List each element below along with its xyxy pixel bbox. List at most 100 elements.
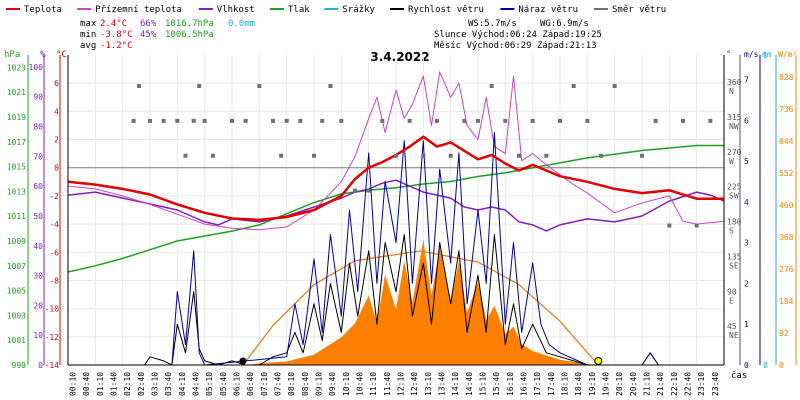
unit-deg: °: [726, 50, 731, 60]
tick-temp-9: 4: [54, 107, 59, 116]
stats-block: max 2.4°C 66% 1016.7hPa 0.0mm min -3.8°C…: [80, 19, 602, 51]
tick-pressure-4: 1007: [7, 262, 26, 271]
tick-solar-5: 460: [779, 201, 794, 210]
x-tick-label-38: 19:10: [588, 372, 597, 396]
tick-dir-7: 360: [727, 78, 742, 87]
x-tick-label-27: 13:40: [438, 372, 447, 396]
tick-solar-2: 184: [779, 297, 794, 306]
wind-dir-point-46: [708, 118, 713, 123]
series-line-7: [67, 135, 724, 222]
x-tick-label-30: 15:10: [479, 372, 488, 396]
x-tick-label-47: 23:40: [711, 372, 720, 396]
tick-wind-2: 2: [744, 279, 749, 288]
wind-dir-point-8: [202, 118, 207, 123]
x-tick-label-35: 17:40: [547, 372, 556, 396]
tick-humidity-2: 20: [33, 301, 43, 310]
x-tick-label-23: 11:40: [383, 372, 392, 396]
unit-time: čas: [731, 370, 747, 381]
x-tick-label-11: 05:40: [219, 372, 228, 396]
x-tick-label-14: 07:10: [260, 372, 269, 396]
x-tick-label-5: 02:40: [137, 372, 146, 396]
sunset-marker: [594, 357, 603, 365]
tick-dir-label-6: NW: [729, 122, 739, 131]
unit-pct: %: [40, 50, 46, 60]
x-tick-label-15: 07:40: [274, 372, 283, 396]
wind-dir-point-29: [462, 118, 467, 123]
solar-area: [245, 239, 599, 365]
series-line-4: [67, 71, 725, 231]
series-line-3: [67, 179, 725, 232]
wind-dir-point-45: [694, 223, 699, 228]
x-tick-label-36: 18:10: [561, 372, 570, 396]
axis-units: hPa % °C ° m/s mm W/m² čas: [4, 50, 797, 381]
x-tick-label-4: 02:10: [123, 372, 132, 396]
stat-sun: Slunce Východ:06:24 Západ:19:25: [434, 30, 602, 40]
plot-area: 9991001100310051007100910111013101510171…: [7, 51, 797, 396]
x-tick-label-26: 13:10: [424, 372, 433, 396]
wind-dir-point-23: [380, 118, 385, 123]
tick-solar-7: 644: [779, 137, 794, 146]
tick-pressure-2: 1003: [7, 311, 26, 320]
x-tick-label-29: 14:40: [465, 372, 474, 396]
wind-dir-point-9: [210, 153, 215, 158]
tick-dir-label-7: N: [729, 87, 734, 96]
wind-dir-point-6: [191, 118, 196, 123]
x-tick-label-3: 01:40: [110, 372, 119, 396]
tick-temp-10: 6: [54, 79, 59, 88]
wind-dir-point-7: [197, 84, 202, 88]
wind-dir-point-21: [353, 188, 357, 193]
stat-max-label: max: [80, 19, 97, 29]
x-tick-label-28: 14:10: [451, 372, 460, 396]
series-line-0: [242, 250, 599, 366]
wind-dir-point-22: [366, 188, 371, 193]
wind-dir-point-37: [571, 84, 576, 88]
wind-dir-point-40: [612, 84, 617, 88]
tick-dir-5: 270: [727, 148, 742, 157]
tick-pressure-3: 1005: [7, 287, 26, 296]
x-tick-label-34: 17:10: [533, 372, 542, 396]
tick-pressure-8: 1015: [7, 163, 26, 172]
wind-dir-point-31: [489, 84, 494, 88]
x-tick-label-16: 08:10: [287, 372, 296, 396]
chart-title: 3.4.2022: [370, 50, 429, 64]
wind-dir-point-20: [339, 118, 344, 123]
wind-dir-point-10: [230, 118, 234, 123]
unit-degc: °C: [56, 50, 67, 60]
tick-dir-4: 225: [727, 183, 742, 192]
wind-dir-point-5: [183, 153, 188, 158]
tick-pressure-7: 1013: [7, 187, 26, 196]
wind-dir-point-44: [681, 118, 685, 123]
tick-temp-5: -4: [49, 220, 59, 229]
tick-dir-2: 135: [727, 252, 742, 261]
x-tick-label-12: 06:10: [233, 372, 242, 396]
tick-solar-3: 276: [779, 265, 794, 274]
unit-mm: mm: [762, 50, 772, 59]
legend: Teplota Přízemní teplota Vlhkost Tlak Srážky…: [6, 5, 666, 15]
tick-humidity-0: 0: [38, 361, 43, 370]
wind-dir-point-38: [585, 118, 590, 123]
stat-avg-label: avg: [80, 41, 96, 51]
x-tick-label-45: 22:40: [684, 372, 693, 396]
stat-max-press: 1016.7hPa: [165, 19, 214, 29]
tick-dir-label-3: S: [729, 227, 734, 236]
tick-humidity-8: 80: [33, 123, 43, 132]
x-tick-label-37: 18:40: [574, 372, 583, 396]
tick-pressure-1: 1001: [7, 336, 26, 345]
tick-solar-6: 552: [779, 169, 794, 178]
tick-pressure-12: 1023: [7, 63, 26, 72]
tick-wind-6: 6: [744, 116, 749, 125]
tick-temp-7: 0: [54, 164, 59, 173]
tick-solar-8: 736: [779, 105, 794, 114]
x-tick-label-10: 05:10: [205, 372, 214, 396]
x-tick-label-42: 21:10: [643, 372, 652, 396]
wind-dir-point-12: [257, 84, 262, 88]
stat-wg: WG:6.9m/s: [540, 19, 589, 29]
x-tick-label-44: 22:10: [670, 372, 679, 396]
legend-label-6: Náraz větru: [518, 5, 578, 15]
tick-temp-6: -2: [49, 192, 59, 201]
stat-max-hum: 66%: [140, 19, 157, 29]
tick-pressure-6: 1011: [7, 212, 26, 221]
wind-dir-point-39: [599, 153, 603, 158]
tick-solar-0: 0: [779, 361, 784, 370]
